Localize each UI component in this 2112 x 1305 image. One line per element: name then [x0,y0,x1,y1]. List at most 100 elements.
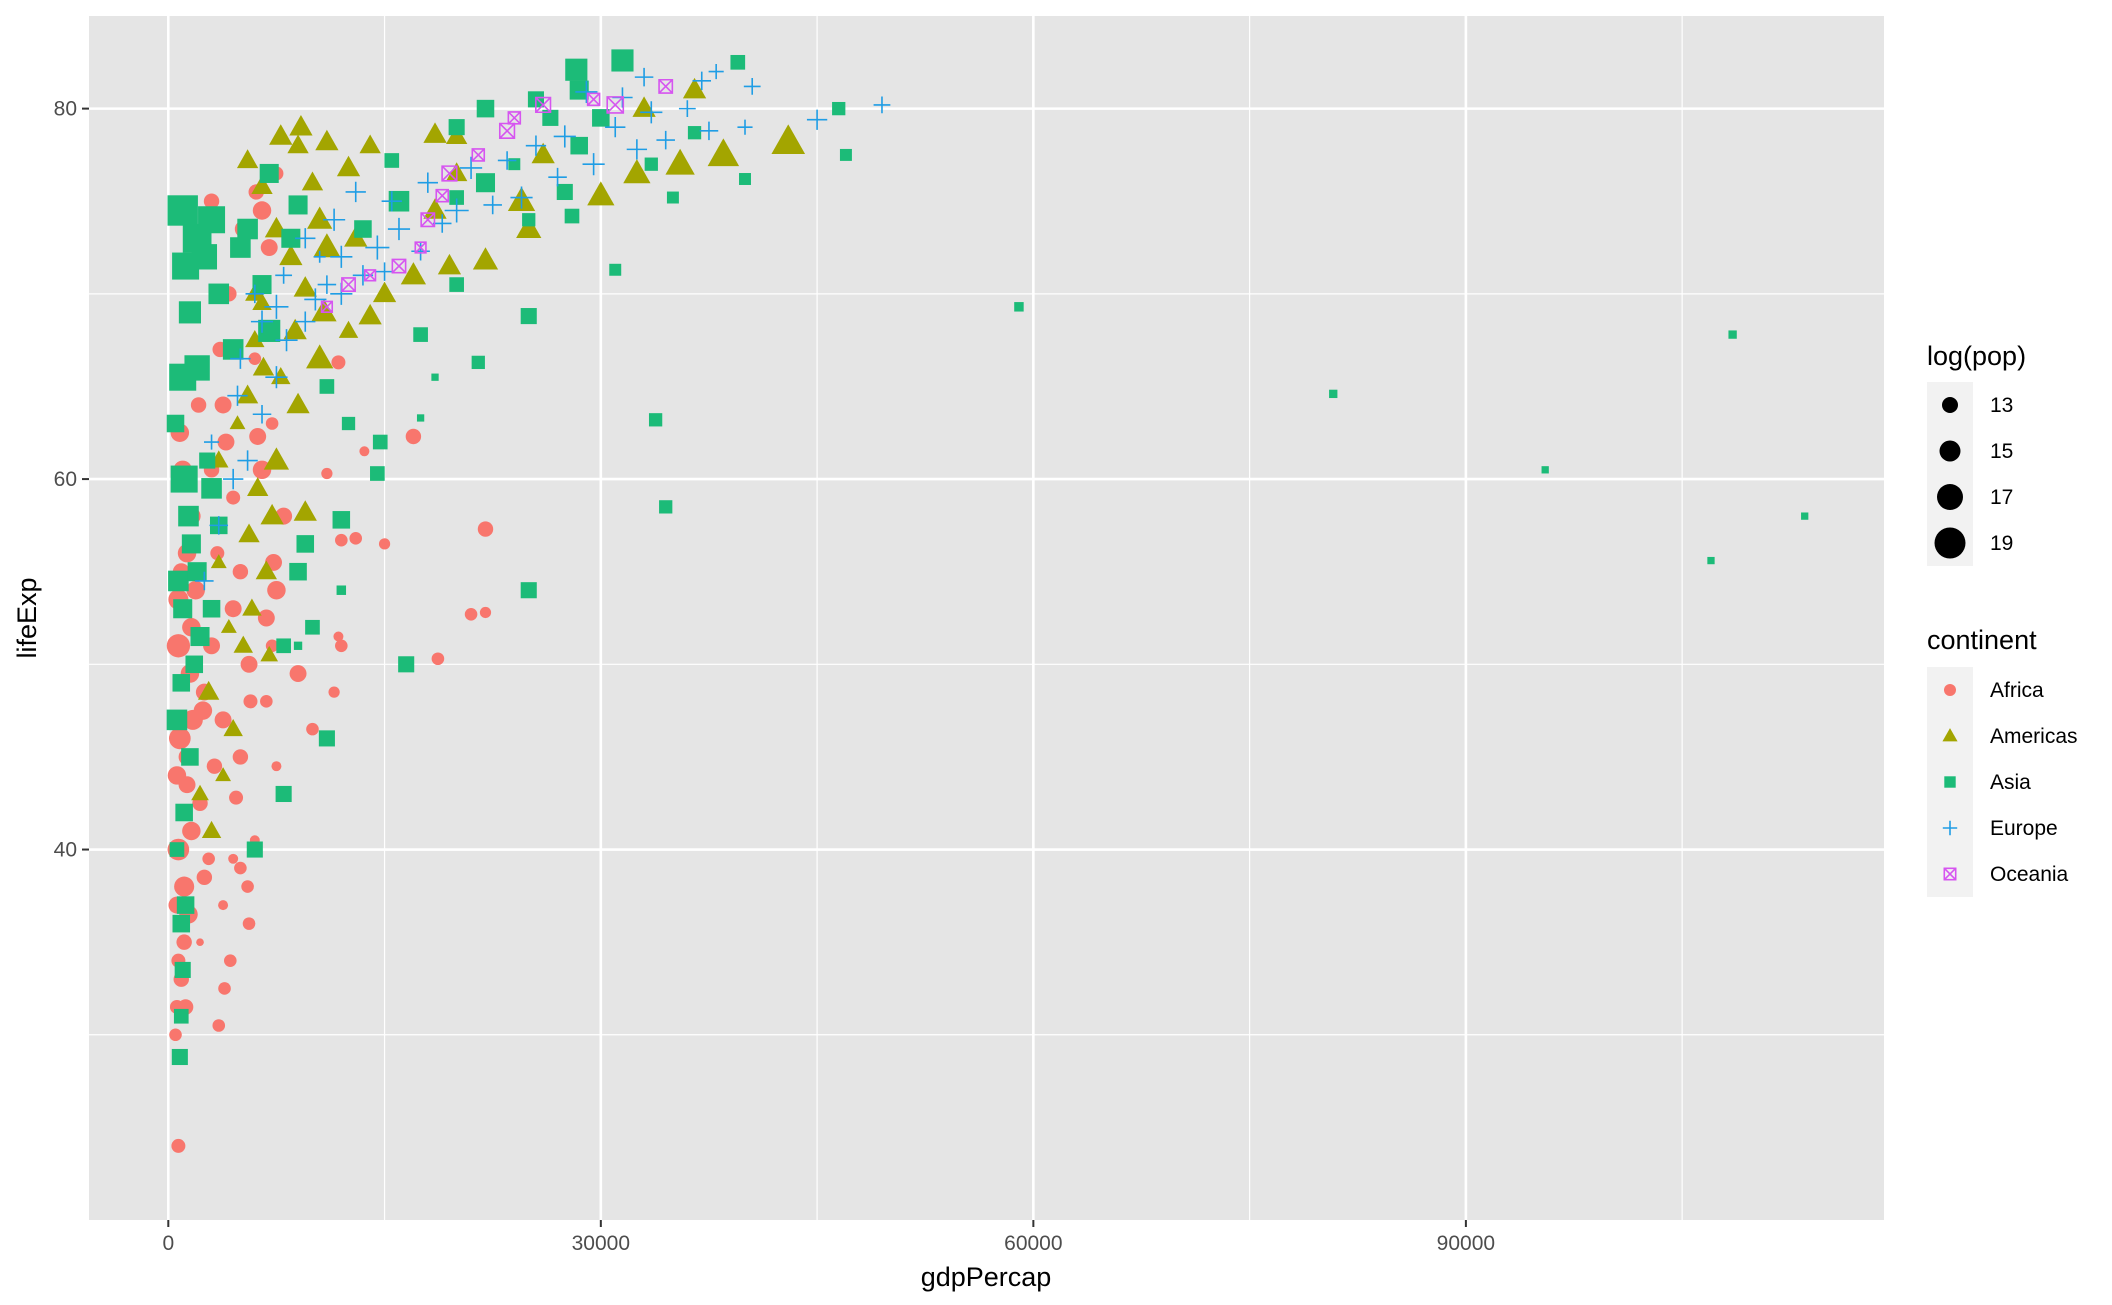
data-point [475,173,496,193]
data-point [665,148,695,175]
data-point [176,934,192,950]
data-point [287,134,309,154]
data-point [250,310,274,333]
data-point [252,404,272,424]
data-point [178,776,196,794]
data-point [682,77,707,99]
size-legend-key [1939,440,1961,462]
data-point [708,64,724,80]
data-point [516,215,542,239]
data-point [570,136,588,155]
data-point [267,580,286,600]
data-point [276,638,291,654]
data-point [542,109,559,126]
data-point [1329,389,1338,399]
data-point [172,914,191,933]
data-point [217,433,235,451]
data-point [582,153,605,176]
data-point [218,982,231,995]
y-tick-label: 80 [54,98,77,121]
data-point [471,148,486,162]
data-point [648,413,663,427]
data-point [199,452,216,469]
data-point [737,119,753,135]
color-legend-key [1942,728,1958,742]
data-point [241,880,254,893]
data-point [230,348,251,369]
data-point [358,303,382,325]
data-point [441,165,458,182]
data-point [459,156,483,179]
data-point [605,116,626,138]
color-legend-key [1943,867,1957,881]
data-point [431,373,439,381]
data-point [592,109,610,127]
data-point [242,917,256,930]
data-point [247,477,269,496]
data-point [423,122,447,143]
size-legend-label: 19 [1990,532,2013,555]
data-point [372,281,397,303]
data-point [520,308,537,325]
size-legend-key [1937,484,1963,510]
data-point [288,195,308,215]
data-point [229,790,244,805]
data-point [497,151,517,170]
color-legend-key [1944,776,1956,788]
data-point [289,562,307,581]
data-point [692,71,712,91]
data-point [699,121,719,141]
data-point [525,135,547,156]
data-point [413,327,428,342]
data-points [166,49,1809,1153]
data-point [328,686,340,698]
data-point [191,784,209,801]
data-point [252,201,272,220]
data-point [166,634,191,658]
data-point [508,158,521,171]
size-legend-label: 15 [1990,440,2013,463]
data-point [230,237,251,258]
data-point [398,656,415,673]
data-point [214,711,232,729]
data-point [564,208,580,224]
data-point [223,468,244,490]
data-point [245,284,265,304]
data-point [173,599,193,619]
data-point [331,355,346,370]
data-point [420,212,436,228]
size-legend-key [1934,527,1966,559]
data-point [656,130,675,150]
data-point [345,181,366,203]
data-point [229,415,246,430]
data-point [416,414,425,422]
data-point [640,101,663,124]
data-point [173,1008,189,1024]
data-point [190,627,210,647]
color-legend-label: Oceania [1990,863,2069,886]
data-point [507,111,522,125]
data-point [232,749,249,765]
data-point [218,900,229,911]
data-point [335,533,348,547]
data-point [659,500,673,514]
data-point [1707,556,1715,565]
data-point [839,148,852,161]
data-point [175,803,193,822]
data-point [359,446,370,457]
data-point [301,171,324,191]
data-point [1728,330,1737,339]
data-point [318,730,335,747]
data-point [212,1019,226,1032]
data-point [448,119,465,136]
data-point [202,852,215,866]
data-point [658,78,674,94]
data-point [286,392,310,414]
x-tick-label: 0 [162,1232,174,1255]
data-point [444,198,469,223]
plot-panel [89,16,1884,1220]
data-point [384,153,400,168]
data-point [260,503,284,525]
data-point [336,585,347,595]
data-point [431,652,445,666]
